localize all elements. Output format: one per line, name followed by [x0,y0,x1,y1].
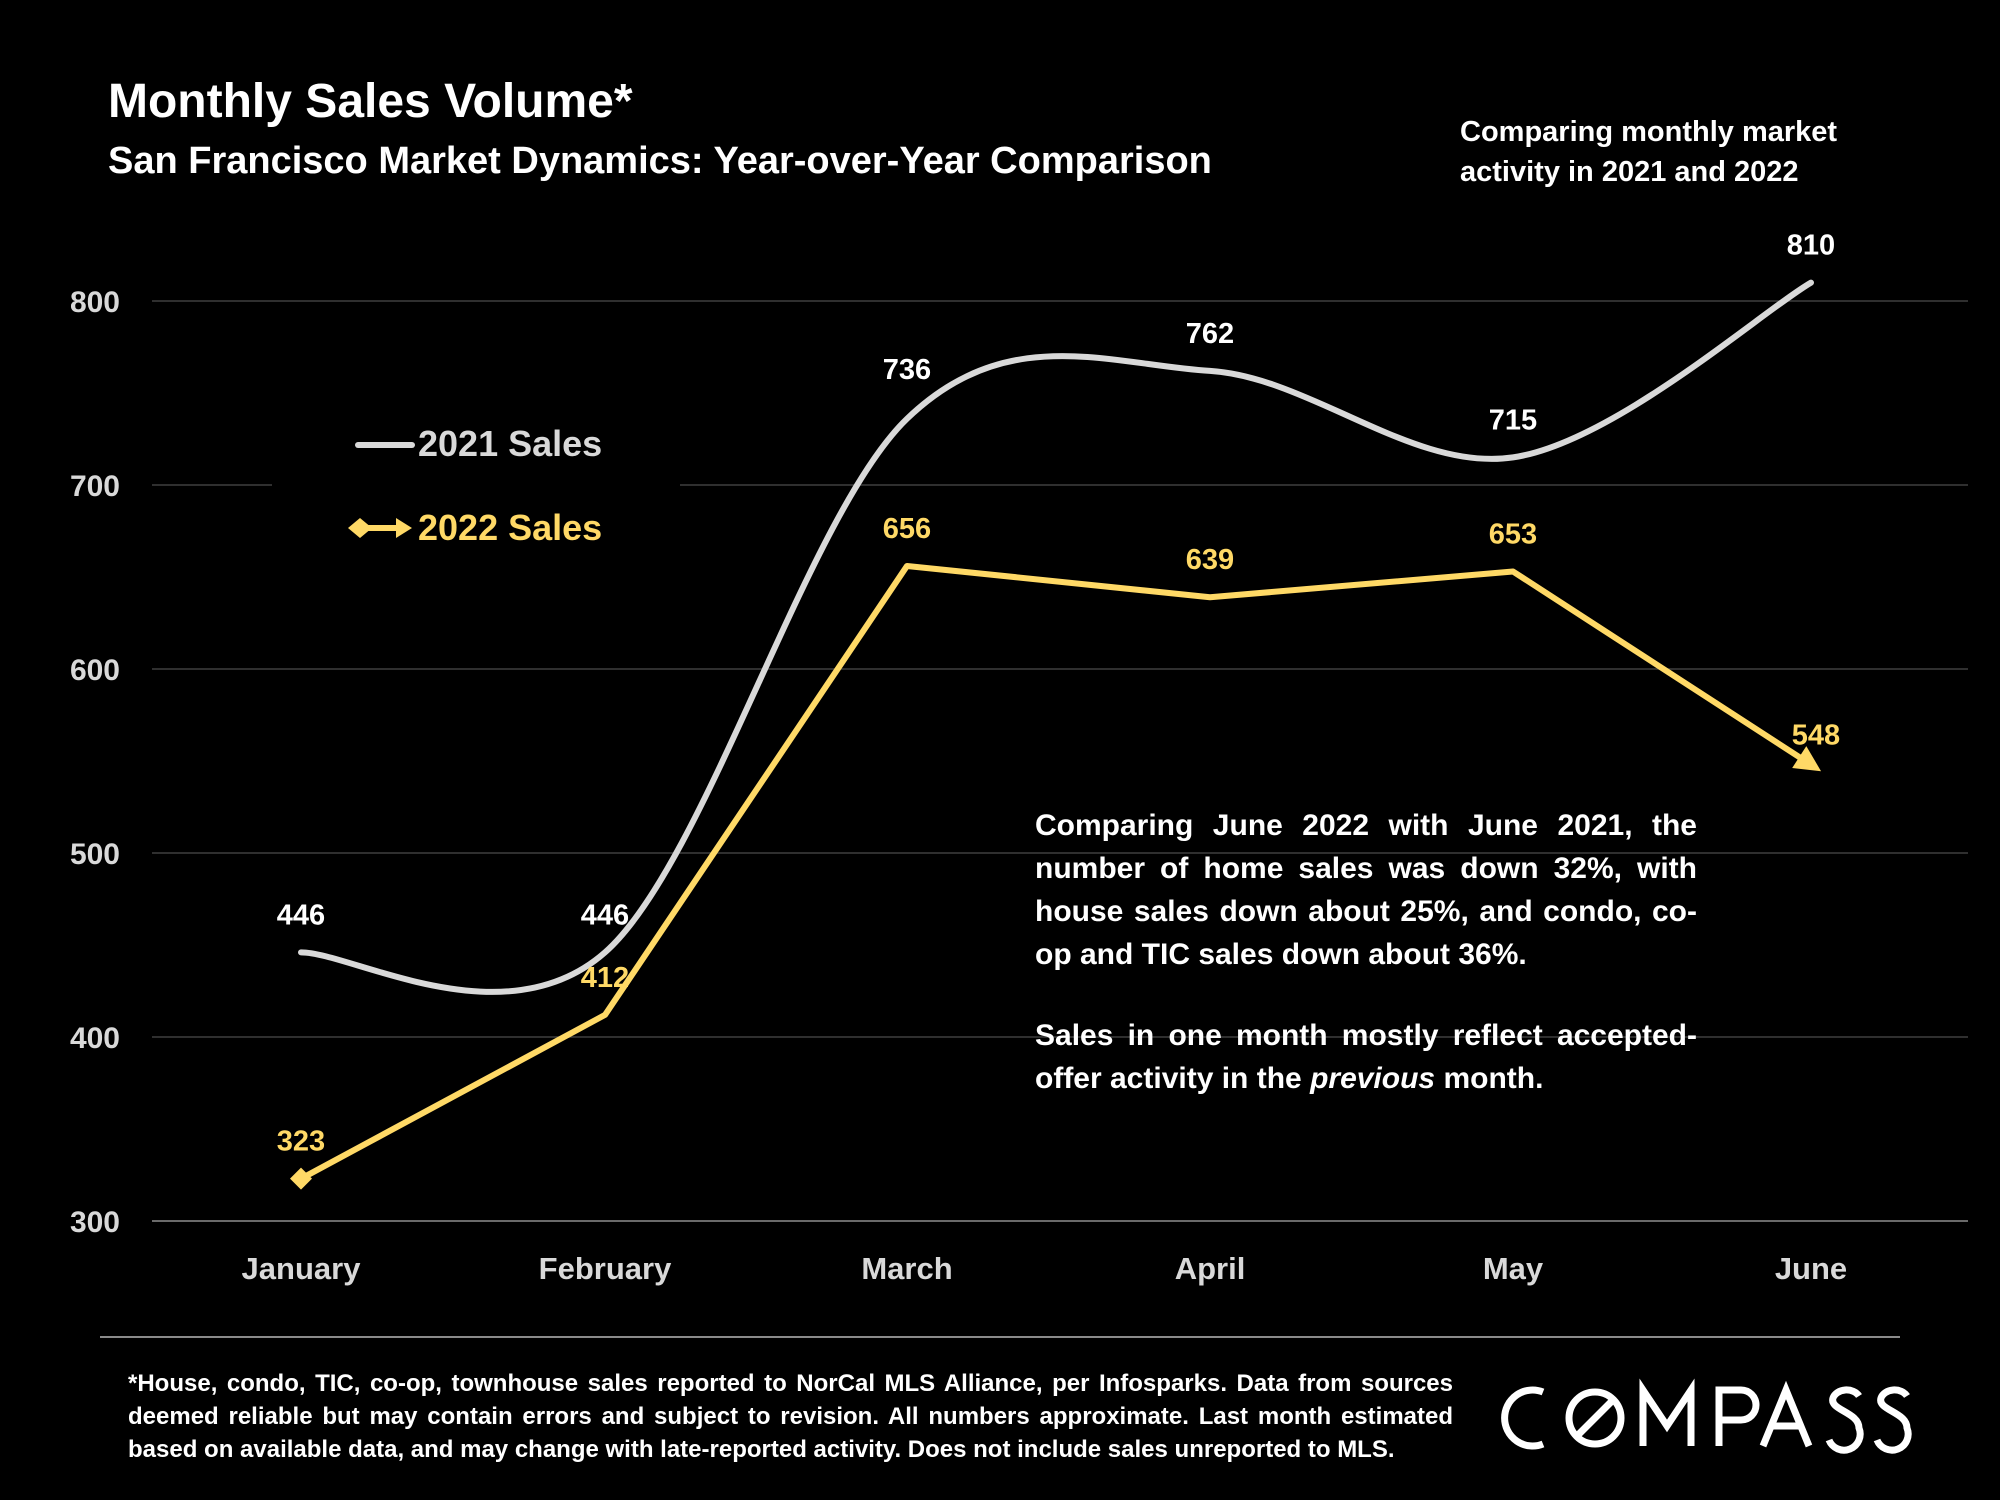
y-tick-label: 800 [70,286,120,319]
chart-subtitle: San Francisco Market Dynamics: Year-over… [108,140,1212,182]
legend-arrow-2022 [396,518,412,538]
legend-diamond-2022 [348,518,372,538]
data-label-2021: 715 [1489,404,1537,436]
annotation-text-start: Sales in one month mostly reflect accept… [1035,1019,1697,1095]
legend-label-2022: 2022 Sales [418,507,602,548]
data-label-2021: 446 [581,899,629,931]
data-label-2021: 736 [883,354,931,386]
y-tick-label: 700 [70,470,120,503]
x-tick-label: June [1775,1251,1847,1286]
data-label-2021: 810 [1787,230,1835,262]
x-tick-label: April [1175,1251,1246,1286]
insight-annotation: Comparing June 2022 with June 2021, the … [1035,804,1697,1100]
annotation-text-end: month. [1435,1062,1544,1095]
comparison-note: Comparing monthly market activity in 202… [1460,116,1838,188]
x-tick-label: January [242,1251,362,1286]
y-tick-label: 600 [70,654,120,687]
data-label-2022: 323 [277,1126,325,1158]
x-axis: January February March April May June [242,1251,1848,1286]
y-tick-label: 400 [70,1022,120,1055]
series-line-2022 [299,562,1813,1182]
footer-divider [100,1336,1900,1338]
series-group: 446 446 736 762 715 810 323 412 656 639 653 548 [277,230,1840,1190]
x-tick-label: May [1483,1251,1544,1286]
chart-title: Monthly Sales Volume* [108,75,633,128]
series-marker-2022-start [290,1167,312,1190]
annotation-paragraph-1: Comparing June 2022 with June 2021, the … [1035,809,1697,971]
legend-background [272,400,680,550]
annotation-paragraph-2: Sales in one month mostly reflect accept… [1035,1014,1697,1100]
x-tick-label: February [539,1251,672,1286]
gridlines [152,300,1968,1222]
footnote: *House, condo, TIC, co-op, townhouse sal… [128,1370,1453,1463]
x-tick-label: March [861,1251,952,1286]
data-label-2022: 653 [1489,518,1537,550]
compass-logo [1501,1378,1912,1454]
data-label-2022: 656 [883,513,931,545]
legend-label-2021: 2021 Sales [418,423,602,464]
series-marker-2022-end [1792,746,1822,772]
series-line-2021 [298,279,1814,995]
y-tick-label: 500 [70,838,120,871]
data-label-2022: 412 [581,962,629,994]
annotation-emphasis: previous [1310,1062,1436,1095]
legend: 2021 Sales 2022 Sales [272,400,680,550]
line-chart: 300 400 500 600 700 800 January February March A… [70,230,1968,1286]
data-label-2021: 762 [1186,318,1234,350]
data-label-2021: 446 [277,899,325,931]
y-axis: 300 400 500 600 700 800 [70,286,120,1239]
y-tick-label: 300 [70,1206,120,1239]
data-label-2022: 639 [1186,544,1234,576]
data-label-2022: 548 [1792,720,1840,752]
